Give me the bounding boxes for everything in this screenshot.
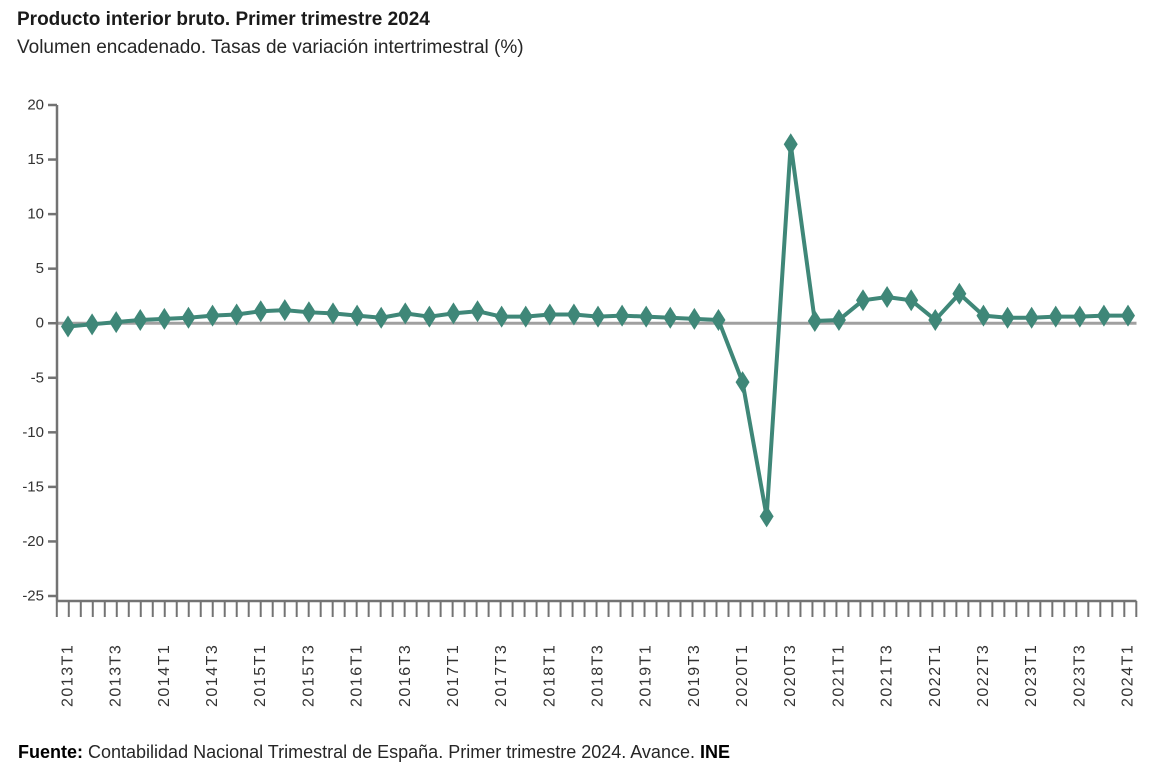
- gdp-quarterly-line-chart: 20 15 10 5 0 -5 -10 -15 -20 -25 2013T1 2013T3 2014T1…: [22, 97, 1138, 707]
- data-point-marker: [398, 302, 413, 325]
- chart-subtitle: Volumen encadenado. Tasas de variación i…: [17, 37, 524, 58]
- x-tick-label: 2021T3: [879, 644, 896, 707]
- data-point-marker: [326, 302, 340, 325]
- x-tick-label: 2014T3: [204, 644, 221, 707]
- source-org: INE: [699, 742, 730, 762]
- data-point-marker: [446, 302, 461, 325]
- data-point-marker: [109, 311, 124, 334]
- data-point-marker: [687, 307, 702, 330]
- data-point-marker: [807, 310, 822, 333]
- data-point-marker: [494, 305, 509, 328]
- data-point-marker: [639, 305, 654, 328]
- data-point-marker: [422, 305, 437, 328]
- y-tick-label: 10: [27, 206, 44, 223]
- data-point-marker: [181, 306, 196, 329]
- data-point-marker: [1096, 304, 1111, 327]
- data-point-marker: [1024, 306, 1039, 329]
- data-point-marker: [783, 133, 798, 156]
- x-tick-label: 2020T1: [734, 644, 751, 707]
- x-tick-label: 2014T1: [156, 644, 173, 707]
- x-tick-label: 2013T1: [60, 644, 77, 707]
- x-tick-label: 2023T3: [1071, 644, 1088, 707]
- data-point-marker: [133, 308, 148, 331]
- data-point-marker: [157, 307, 172, 330]
- data-point-marker: [615, 304, 630, 327]
- x-tick-label: 2019T3: [686, 644, 703, 707]
- data-point-marker: [566, 303, 581, 326]
- data-point-marker: [1000, 306, 1015, 329]
- chart-title: Producto interior bruto. Primer trimestr…: [17, 9, 430, 30]
- y-tick-label: -10: [22, 424, 44, 441]
- data-point-marker: [301, 301, 316, 324]
- data-point-marker: [518, 305, 533, 328]
- y-tick-label: -25: [22, 588, 44, 605]
- data-point-marker: [904, 289, 919, 312]
- data-point-marker: [1121, 304, 1135, 327]
- y-tick-label: 0: [36, 315, 44, 332]
- x-tick-label: 2023T1: [1023, 644, 1040, 707]
- x-tick-label: 2020T3: [782, 644, 799, 707]
- x-tick-label: 2024T1: [1120, 644, 1137, 707]
- data-point-marker: [759, 505, 774, 528]
- data-point-marker: [542, 303, 557, 326]
- source-note: Fuente: Contabilidad Nacional Trimestral…: [18, 742, 730, 763]
- x-tick-label: 2019T1: [638, 644, 655, 707]
- data-point-marker: [374, 306, 389, 329]
- data-point-marker: [1048, 305, 1063, 328]
- y-tick-label: 15: [27, 151, 44, 168]
- gdp-series-line: [66, 142, 1130, 519]
- data-point-marker: [61, 315, 75, 338]
- x-tick-label: 2017T1: [445, 644, 462, 707]
- y-tick-label: 5: [36, 260, 44, 277]
- x-tick-label: 2015T3: [300, 644, 317, 707]
- x-tick-label: 2015T1: [252, 644, 269, 707]
- data-point-marker: [350, 304, 365, 327]
- x-tick-label: 2016T1: [349, 644, 366, 707]
- data-point-marker: [880, 286, 895, 309]
- y-tick-label: -20: [22, 533, 44, 550]
- data-point-marker: [591, 305, 605, 328]
- x-tick-label: 2022T1: [927, 644, 944, 707]
- data-point-marker: [470, 300, 485, 323]
- y-tick-label: -5: [31, 369, 44, 386]
- data-point-marker: [952, 282, 967, 305]
- data-point-marker: [253, 300, 268, 323]
- data-point-marker: [976, 304, 991, 327]
- x-tick-label: 2022T3: [975, 644, 992, 707]
- data-point-marker: [663, 306, 678, 329]
- y-tick-label: -15: [22, 478, 44, 495]
- data-point-marker: [735, 371, 750, 394]
- source-label: Fuente:: [18, 742, 83, 762]
- x-tick-label: 2018T1: [541, 644, 558, 707]
- data-point-marker: [277, 299, 292, 322]
- data-point-marker: [229, 303, 244, 326]
- data-point-marker: [928, 308, 943, 331]
- x-tick-label: 2016T3: [397, 644, 414, 707]
- x-tick-label: 2018T3: [590, 644, 607, 707]
- data-point-marker: [205, 304, 220, 327]
- data-point-marker: [831, 308, 846, 331]
- data-point-marker: [85, 313, 100, 336]
- x-tick-label: 2013T3: [108, 644, 125, 707]
- x-tick-label: 2017T3: [493, 644, 510, 707]
- y-tick-label: 20: [27, 97, 44, 114]
- data-point-marker: [856, 289, 870, 312]
- data-point-marker: [1072, 305, 1087, 328]
- data-point-marker: [711, 308, 726, 331]
- source-text: Contabilidad Nacional Trimestral de Espa…: [83, 742, 700, 762]
- x-tick-label: 2021T1: [830, 644, 847, 707]
